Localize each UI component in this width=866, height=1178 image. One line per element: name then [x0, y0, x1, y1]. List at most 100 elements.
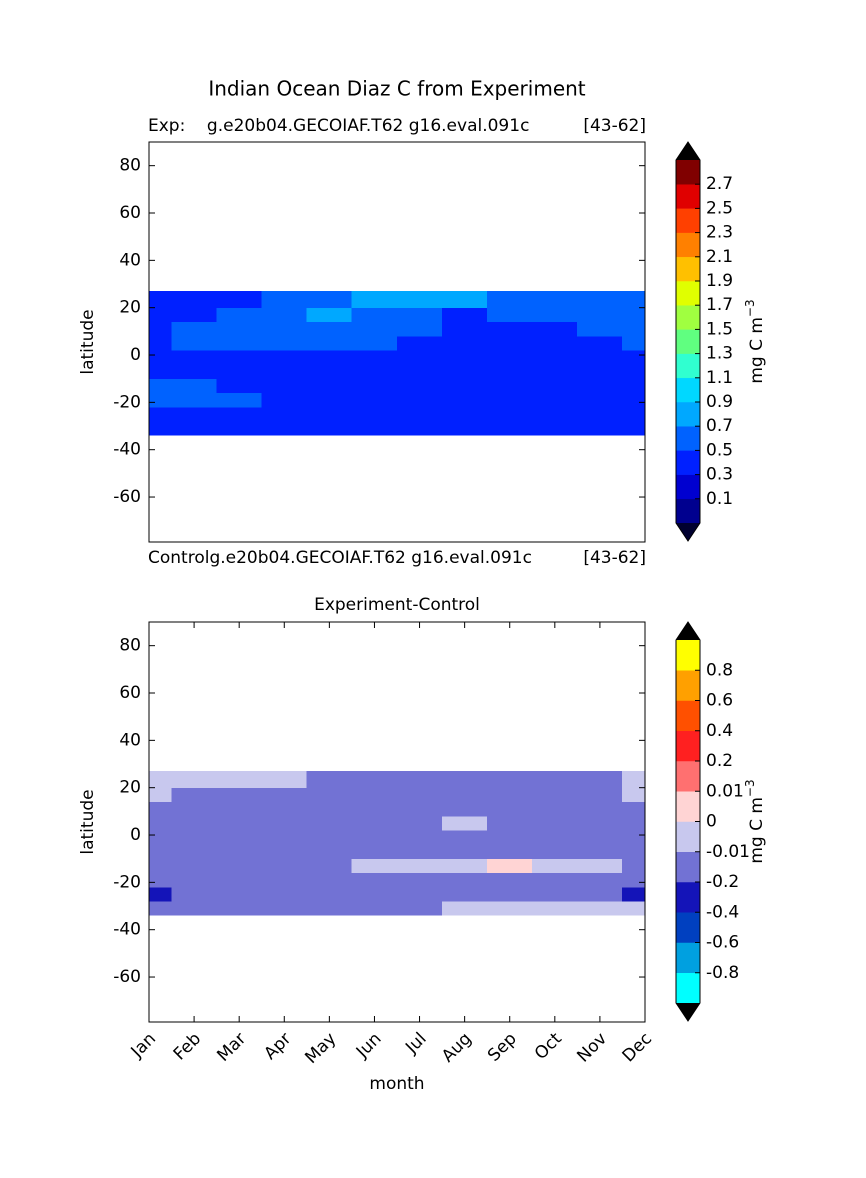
- contour-cell: [486, 378, 533, 394]
- y-tick-label: 40: [119, 250, 141, 270]
- colorbar-tick-label: 0.9: [706, 392, 733, 412]
- contour-cell: [622, 290, 646, 308]
- contour-cell: [486, 364, 533, 379]
- contour-cell: [351, 844, 398, 859]
- contour-cell: [532, 350, 578, 365]
- contour-cell: [171, 770, 217, 788]
- contour-cell: [261, 858, 308, 874]
- contour-cell: [306, 406, 353, 422]
- contour-cell: [441, 406, 488, 422]
- contour-cell: [148, 787, 172, 803]
- contour-cell: [396, 290, 443, 308]
- colorbar-segment: [675, 639, 701, 671]
- contour-cell: [351, 364, 398, 379]
- axes-frame: [148, 621, 646, 1023]
- contour-cell: [622, 321, 646, 337]
- y-tick-label: 20: [119, 778, 141, 798]
- contour-cell: [171, 830, 217, 845]
- contour-cell: [622, 364, 646, 379]
- contour-cell: [532, 290, 578, 308]
- contour-cell: [532, 872, 578, 888]
- contour-cell: [306, 770, 353, 788]
- contour-cell: [306, 844, 353, 859]
- contour-cell: [622, 350, 646, 365]
- colorbar-segment: [675, 972, 701, 1004]
- contour-cell: [622, 844, 646, 859]
- contour-cell: [148, 815, 172, 831]
- contour-cell: [351, 335, 398, 351]
- contour-cell: [396, 770, 443, 788]
- y-tick-label: 80: [119, 156, 141, 176]
- colorbar-tick-label: 2.7: [706, 174, 733, 194]
- colorbar-tick-label: 1.1: [706, 368, 733, 388]
- contour-cell: [577, 307, 623, 323]
- contour-cell: [351, 307, 398, 323]
- y-axis-label: latitude: [78, 309, 98, 374]
- colorbar-label: mg C m−3: [743, 779, 768, 863]
- figure-title: Indian Ocean Diaz C from Experiment: [208, 77, 585, 101]
- contour-cell: [148, 830, 172, 845]
- colorbar-segment: [675, 942, 701, 973]
- colorbar-tick-label: 1.7: [706, 295, 733, 315]
- contour-cell: [171, 364, 217, 379]
- contour-cell: [306, 321, 353, 337]
- contour-cell: [148, 392, 172, 408]
- contour-cell: [171, 815, 217, 831]
- contour-cell: [148, 421, 172, 436]
- colorbar-tick-label: -0.2: [706, 872, 739, 892]
- contour-cell: [486, 406, 533, 422]
- contour-cell: [577, 350, 623, 365]
- contour-cell: [577, 858, 623, 874]
- contour-cell: [486, 872, 533, 888]
- colorbar-segment: [675, 474, 701, 500]
- colorbar-tick-label: -0.4: [706, 902, 739, 922]
- contour-cell: [622, 406, 646, 422]
- contour-cell: [396, 350, 443, 365]
- contour-cell: [486, 770, 533, 788]
- contour-cell: [306, 815, 353, 831]
- contour-cell: [306, 307, 353, 323]
- contour-cell: [216, 421, 262, 436]
- contour-cell: [396, 844, 443, 859]
- contour-cell: [306, 787, 353, 803]
- colorbar-tick-label: 2.3: [706, 223, 733, 243]
- contour-cell: [351, 830, 398, 845]
- colorbar-tick-label: 0.2: [706, 751, 733, 771]
- contour-cell: [396, 321, 443, 337]
- contour-cell: [486, 901, 533, 916]
- colorbar-segment: [675, 232, 701, 258]
- contour-cell: [216, 901, 262, 916]
- colorbar-segment: [675, 450, 701, 475]
- contour-cell: [441, 392, 488, 408]
- contour-cell: [216, 406, 262, 422]
- contour-cell: [622, 815, 646, 831]
- contour-cell: [171, 290, 217, 308]
- contour-cell: [396, 830, 443, 845]
- contour-cell: [577, 421, 623, 436]
- contour-cell: [532, 830, 578, 845]
- contour-cell: [532, 307, 578, 323]
- contour-cell: [396, 335, 443, 351]
- contour-cell: [351, 886, 398, 902]
- contour-cell: [171, 844, 217, 859]
- contour-cell: [306, 364, 353, 379]
- contour-cell: [577, 787, 623, 803]
- colorbar-frame: [675, 621, 701, 1022]
- y-tick-label: -40: [113, 920, 141, 940]
- colorbar-segment: [675, 881, 701, 913]
- contour-cell: [261, 886, 308, 902]
- contour-cell: [486, 335, 533, 351]
- contour-cell: [532, 858, 578, 874]
- contour-cell: [441, 886, 488, 902]
- colorbar-extend-high: [676, 142, 700, 160]
- contour-cell: [216, 801, 262, 817]
- contour-cell: [148, 901, 172, 916]
- contour-cell: [441, 335, 488, 351]
- axes-frame: [148, 141, 646, 543]
- contour-cell: [577, 801, 623, 817]
- contour-cell: [216, 872, 262, 888]
- panel-note-right: [43-62]: [583, 548, 646, 568]
- contour-cell: [486, 844, 533, 859]
- contour-cell: [261, 801, 308, 817]
- y-tick-label: 60: [119, 203, 141, 223]
